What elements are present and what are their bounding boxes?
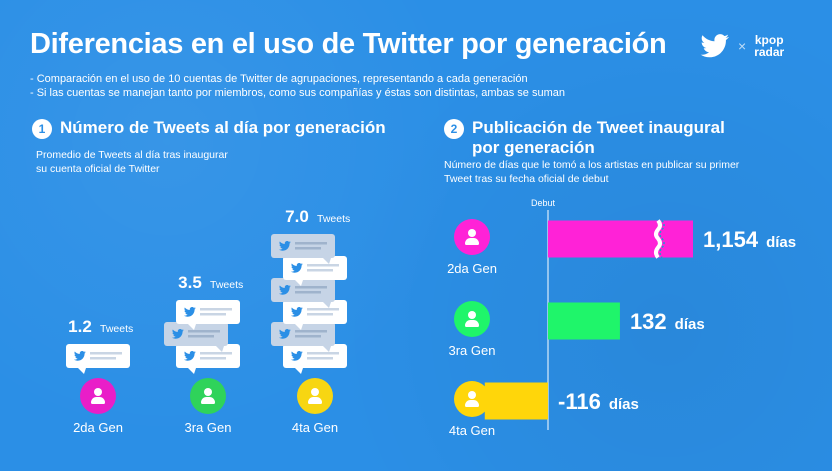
tweet-unit-label: Tweets bbox=[317, 213, 350, 225]
section2-heading: 2 Publicación de Tweet inaugural por gen… bbox=[444, 118, 725, 158]
days-value-label: -116 días bbox=[558, 389, 639, 414]
brand-separator: × bbox=[738, 38, 747, 54]
section2-number-badge: 2 bbox=[444, 119, 464, 139]
tweet-stack bbox=[164, 300, 240, 374]
generation-label: 4ta Gen bbox=[291, 420, 339, 435]
section1-subtitle-line: Promedio de Tweets al día tras inaugurar bbox=[36, 149, 228, 161]
section1-number-badge: 1 bbox=[32, 119, 52, 139]
days-bar bbox=[484, 382, 548, 420]
section2-subtitle-line: Tweet tras su fecha oficial de debut bbox=[444, 173, 609, 185]
generation-label: 4ta Gen bbox=[448, 423, 496, 438]
person-icon bbox=[464, 229, 480, 245]
tweet-unit-label: Tweets bbox=[100, 323, 133, 335]
note-line: - Si las cuentas se manejan tanto por mi… bbox=[30, 87, 565, 99]
tweet-bubble bbox=[271, 234, 335, 264]
section1-subtitle-line: su cuenta oficial de Twitter bbox=[36, 163, 160, 175]
person-icon bbox=[464, 391, 480, 407]
tweet-bubble bbox=[66, 344, 130, 374]
person-icon bbox=[464, 311, 480, 327]
days-value-label: 132 días bbox=[630, 309, 705, 334]
page-title: Diferencias en el uso de Twitter por gen… bbox=[30, 28, 667, 60]
section1-heading: 1 Número de Tweets al día por generación bbox=[32, 118, 386, 139]
tweet-bubble bbox=[176, 300, 240, 330]
section1-title: Número de Tweets al día por generación bbox=[60, 118, 386, 137]
debut-axis-label: Debut bbox=[531, 198, 556, 208]
section2-title-line: Publicación de Tweet inaugural bbox=[472, 118, 725, 137]
generation-label: 2da Gen bbox=[73, 420, 123, 435]
twitter-bird-icon bbox=[291, 351, 303, 361]
section2-title: Publicación de Tweet inaugural por gener… bbox=[472, 118, 725, 158]
avatar bbox=[190, 378, 226, 414]
twitter-bird-icon bbox=[184, 307, 196, 317]
section2-title-line: por generación bbox=[472, 138, 595, 157]
person-icon bbox=[307, 388, 323, 404]
person-icon bbox=[200, 388, 216, 404]
person-icon bbox=[90, 388, 106, 404]
axis-break-mark bbox=[654, 219, 662, 259]
tweet-bubble bbox=[271, 322, 335, 352]
avatar bbox=[454, 301, 490, 337]
generation-label: 3ra Gen bbox=[184, 420, 232, 435]
twitter-bird-icon bbox=[700, 34, 729, 58]
section1-subtitle: Promedio de Tweets al día tras inaugurar… bbox=[36, 148, 228, 176]
twitter-bird-icon bbox=[184, 351, 196, 361]
twitter-bird-icon bbox=[172, 329, 184, 339]
twitter-bird-icon bbox=[279, 241, 291, 251]
twitter-bird-icon bbox=[279, 285, 291, 295]
tweet-stack bbox=[66, 344, 130, 374]
section2-subtitle-line: Número de días que le tomó a los artista… bbox=[444, 159, 740, 171]
days-value-label: 1,154 días bbox=[703, 227, 796, 252]
tweet-bubble bbox=[283, 344, 347, 374]
tweet-bubble bbox=[271, 278, 335, 308]
tweet-bubble bbox=[283, 256, 347, 286]
section2-subtitle: Número de días que le tomó a los artista… bbox=[444, 158, 739, 186]
twitter-bird-icon bbox=[279, 329, 291, 339]
axis-break-mark bbox=[659, 220, 665, 258]
tweet-value-label: 3.5 bbox=[178, 273, 202, 292]
tweet-value-label: 1.2 bbox=[68, 317, 92, 336]
days-bar bbox=[548, 302, 620, 340]
avatar bbox=[80, 378, 116, 414]
brand-logos: × kpop radar bbox=[700, 34, 784, 58]
tweet-stack bbox=[271, 234, 347, 374]
notes: - Comparación en el uso de 10 cuentas de… bbox=[30, 72, 565, 100]
tweet-bubble bbox=[164, 322, 228, 352]
generation-label: 2da Gen bbox=[447, 261, 497, 276]
kpop-radar-logo-line1: kpop bbox=[754, 33, 784, 47]
generation-label: 3ra Gen bbox=[448, 343, 496, 358]
twitter-bird-icon bbox=[74, 351, 86, 361]
kpop-radar-logo-line2: radar bbox=[754, 45, 785, 59]
days-bar bbox=[548, 220, 693, 258]
tweet-bubble bbox=[283, 300, 347, 330]
avatar bbox=[454, 381, 490, 417]
twitter-bird-icon bbox=[291, 263, 303, 273]
avatar bbox=[297, 378, 333, 414]
tweet-bubble bbox=[176, 344, 240, 374]
kpop-radar-logo: kpop radar bbox=[754, 34, 784, 58]
tweet-value-label: 7.0 bbox=[285, 207, 309, 226]
avatar bbox=[454, 219, 490, 255]
tweet-unit-label: Tweets bbox=[210, 279, 243, 291]
twitter-bird-icon bbox=[291, 307, 303, 317]
note-line: - Comparación en el uso de 10 cuentas de… bbox=[30, 73, 528, 85]
